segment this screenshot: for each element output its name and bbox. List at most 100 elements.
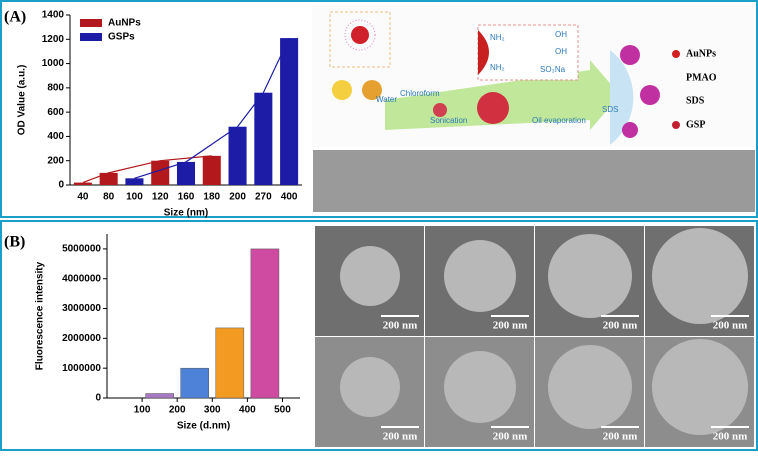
x-tick-label: 500 (274, 405, 291, 416)
y-tick-label: 1000000 (62, 363, 101, 374)
sphere (444, 240, 516, 312)
y-tick-label: 2000000 (62, 333, 101, 344)
y-tick-label: 1200 (42, 34, 65, 45)
ligand-shell (344, 19, 376, 51)
step-label: Water (376, 95, 397, 104)
bar (254, 92, 273, 185)
step-label: Oil evaporation (532, 116, 586, 125)
sphere (340, 357, 400, 417)
x-tick-label: 270 (255, 192, 272, 203)
particle (622, 122, 638, 138)
chem-label: SO₃Na (540, 65, 566, 74)
scale-label: 200 nm (713, 431, 748, 443)
scale-label: 200 nm (603, 320, 638, 332)
sem-grid: 200 nm 200 nm 200 nm 200 nm 200 nm 200 nm 200 … (315, 226, 754, 447)
bar (215, 327, 245, 399)
chem-label: OH (555, 47, 567, 56)
sphere (652, 228, 748, 324)
legend-icon (672, 121, 680, 129)
legend-label: AuNPs (686, 48, 716, 59)
bar (125, 178, 144, 185)
panel-frame (0, 220, 758, 451)
tem-strip (313, 150, 755, 212)
x-tick-label: 400 (239, 405, 256, 416)
y-tick-label: 5000000 (62, 244, 101, 255)
sphere (652, 339, 748, 435)
y-axis-label: Fluorescence intensity (35, 261, 46, 370)
x-tick-label: 180 (203, 192, 220, 203)
particle (640, 85, 660, 105)
x-tick-label: 120 (152, 192, 169, 203)
y-tick-label: 0 (95, 393, 101, 404)
x-axis-label: Size (d.nm) (177, 421, 230, 432)
flask (362, 80, 382, 100)
y-tick-label: 4000000 (62, 273, 101, 284)
legend-label: GSPs (108, 32, 135, 43)
x-tick-label: 100 (126, 192, 143, 203)
y-tick-label: 0 (58, 180, 64, 191)
legend-icon (672, 50, 680, 58)
x-tick-label: 200 (169, 405, 186, 416)
flask (332, 80, 352, 100)
panel-frame (0, 0, 758, 218)
x-tick-label: 200 (229, 192, 246, 203)
x-tick-label: 80 (103, 192, 115, 203)
scale-label: 200 nm (713, 320, 748, 332)
x-axis-label: Size (nm) (164, 208, 208, 219)
sphere (548, 234, 632, 318)
y-tick-label: 800 (47, 82, 64, 93)
bar (73, 182, 92, 185)
bar (250, 248, 280, 399)
y-tick-label: 1000 (42, 58, 65, 69)
legend-swatch (80, 33, 102, 41)
solution (610, 50, 634, 145)
y-axis-label: OD Value (a.u.) (17, 65, 28, 136)
bar (151, 160, 170, 185)
particle (351, 26, 369, 44)
y-tick-label: 3000000 (62, 303, 101, 314)
legend-label: SDS (686, 95, 705, 106)
surface (478, 30, 489, 75)
y-tick-label: 200 (47, 155, 64, 166)
bar (228, 126, 247, 185)
panel-label: (B) (4, 234, 25, 251)
panel-label: (A) (4, 9, 26, 26)
scale-label: 200 nm (493, 431, 528, 443)
scale-label: 200 nm (493, 320, 528, 332)
bar (180, 367, 210, 399)
bar (176, 161, 196, 185)
y-tick-label: 400 (47, 131, 64, 142)
x-tick-label: 300 (204, 405, 221, 416)
step-label: SDS (602, 105, 618, 114)
scale-label: 200 nm (383, 320, 418, 332)
chem-label: OH (555, 30, 567, 39)
bar (202, 155, 221, 185)
scale-label: 200 nm (383, 431, 418, 443)
x-tick-label: 160 (178, 192, 195, 203)
sphere (444, 351, 516, 423)
step-label: Chloroform (400, 89, 440, 98)
scale-label: 200 nm (603, 431, 638, 443)
particle (477, 92, 509, 124)
legend-label: AuNPs (108, 18, 141, 29)
particle (620, 45, 640, 65)
bar (280, 38, 299, 186)
particle (433, 103, 447, 117)
sphere (548, 345, 632, 429)
step-label: Sonication (430, 116, 467, 125)
trend-line (82, 155, 212, 184)
y-tick-label: 600 (47, 107, 64, 118)
chem-label: NH₂ (490, 33, 505, 42)
bar (99, 172, 118, 185)
sphere (340, 246, 400, 306)
x-tick-label: 40 (77, 192, 89, 203)
frame (329, 11, 391, 68)
y-tick-label: 1400 (42, 10, 65, 21)
x-tick-label: 100 (134, 405, 151, 416)
legend-swatch (80, 19, 102, 27)
legend-label: GSP (686, 119, 705, 130)
x-tick-label: 400 (281, 192, 298, 203)
trend-line (134, 37, 290, 179)
chem-label: NH₂ (490, 63, 505, 72)
